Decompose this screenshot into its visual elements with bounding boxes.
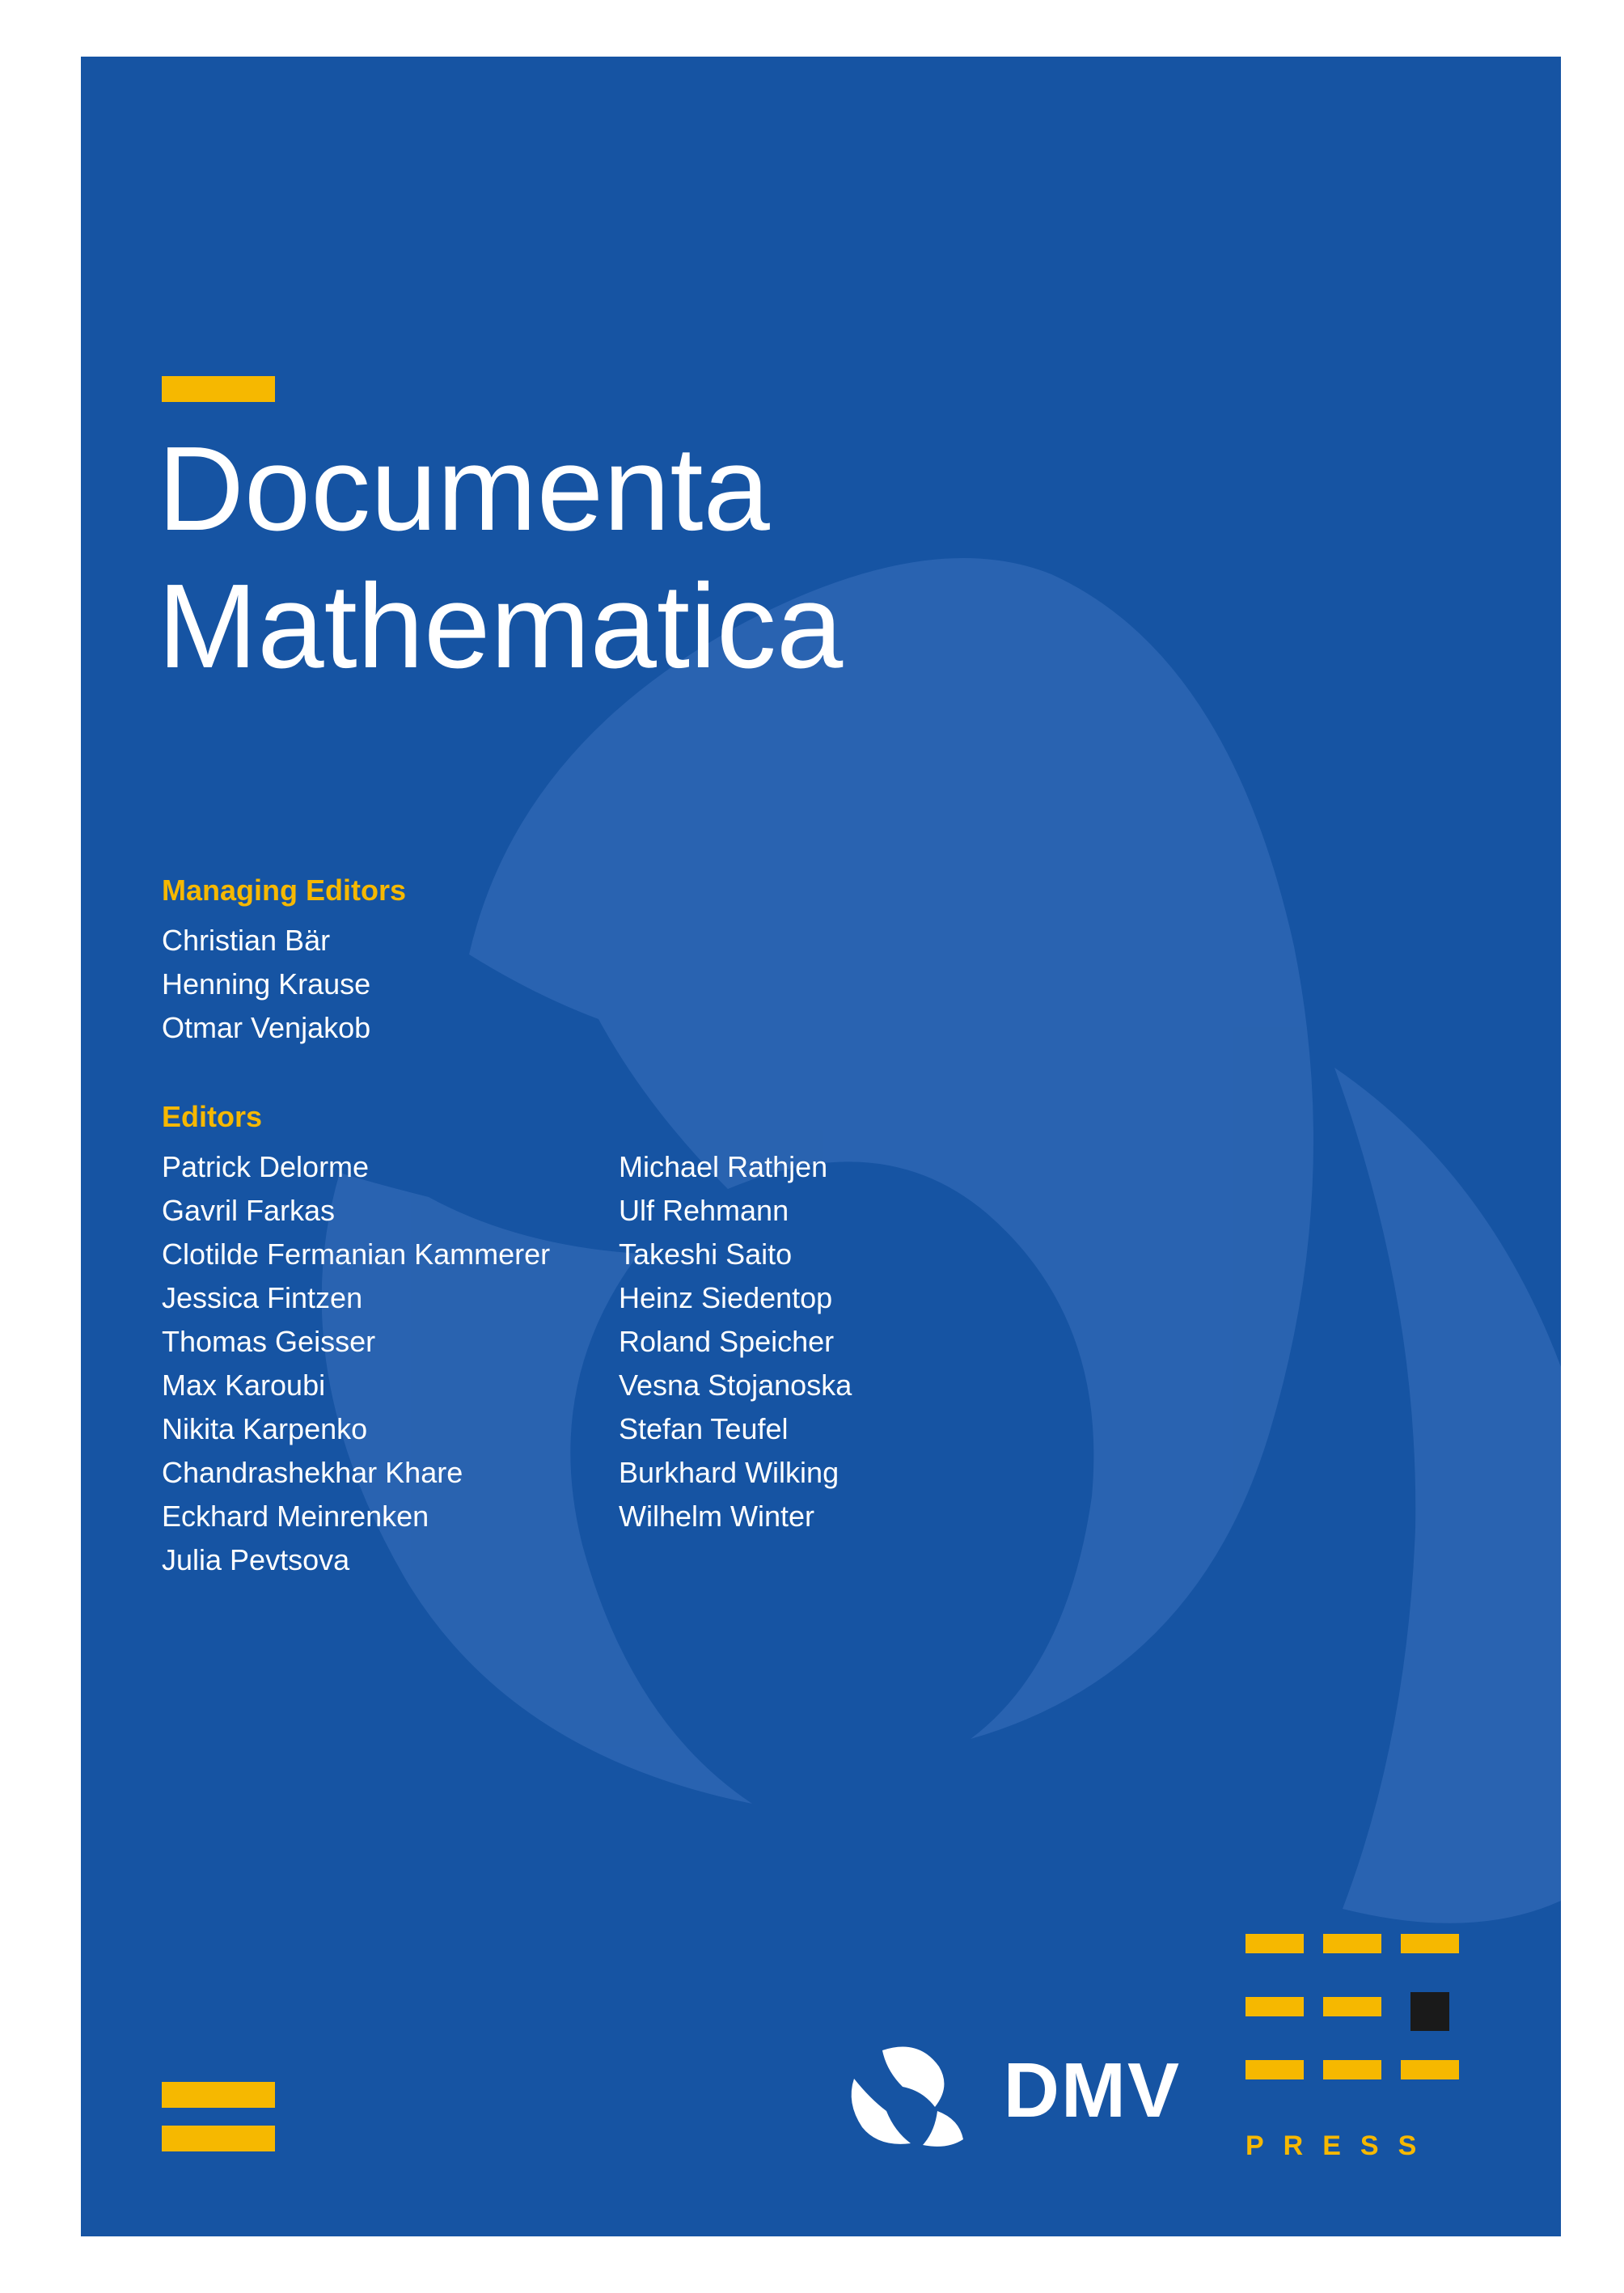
- editor-name: Vesna Stojanoska: [619, 1364, 1039, 1407]
- editor-name: Burkhard Wilking: [619, 1451, 1039, 1495]
- editor-name: Patrick Delorme: [162, 1145, 582, 1189]
- editor-name: Eckhard Meinrenken: [162, 1495, 582, 1538]
- dmv-mark-icon: [842, 2030, 979, 2151]
- accent-bars-bottom: [162, 2082, 275, 2151]
- dmv-text: DMV: [1004, 2046, 1181, 2135]
- editor-name: Takeshi Saito: [619, 1233, 1039, 1276]
- editor-name: Ulf Rehmann: [619, 1189, 1039, 1233]
- managing-editors-section: Managing Editors Christian Bär Henning K…: [162, 874, 406, 1050]
- editors-column-1: Patrick Delorme Gavril Farkas Clotilde F…: [162, 1145, 582, 1582]
- editor-name: Roland Speicher: [619, 1320, 1039, 1364]
- dmv-logo: DMV: [842, 2030, 1181, 2151]
- title-line-2: Mathematica: [158, 558, 843, 696]
- ems-press-text: PRESS: [1245, 2130, 1488, 2162]
- accent-bar: [162, 2082, 275, 2108]
- managing-editors-list: Christian Bär Henning Krause Otmar Venja…: [162, 919, 406, 1050]
- editors-columns: Patrick Delorme Gavril Farkas Clotilde F…: [162, 1145, 1039, 1582]
- ems-press-logo: PRESS: [1245, 1934, 1488, 2162]
- editor-name: Michael Rathjen: [619, 1145, 1039, 1189]
- editor-name: Heinz Siedentop: [619, 1276, 1039, 1320]
- editor-name: Clotilde Fermanian Kammerer: [162, 1233, 582, 1276]
- editor-name: Otmar Venjakob: [162, 1006, 406, 1050]
- editors-section: Editors Patrick Delorme Gavril Farkas Cl…: [162, 1100, 1039, 1582]
- managing-editors-heading: Managing Editors: [162, 874, 406, 907]
- editor-name: Julia Pevtsova: [162, 1538, 582, 1582]
- editor-name: Christian Bär: [162, 919, 406, 962]
- accent-bar-top: [162, 376, 275, 402]
- editor-name: Nikita Karpenko: [162, 1407, 582, 1451]
- accent-bar: [162, 2126, 275, 2151]
- editors-heading: Editors: [162, 1100, 1039, 1134]
- editor-name: Chandrashekhar Khare: [162, 1451, 582, 1495]
- editor-name: Thomas Geisser: [162, 1320, 582, 1364]
- ems-mark-icon: [1245, 1934, 1472, 2112]
- editor-name: Wilhelm Winter: [619, 1495, 1039, 1538]
- editors-column-2: Michael Rathjen Ulf Rehmann Takeshi Sait…: [619, 1145, 1039, 1582]
- editor-name: Henning Krause: [162, 962, 406, 1006]
- editor-name: Gavril Farkas: [162, 1189, 582, 1233]
- editor-name: Max Karoubi: [162, 1364, 582, 1407]
- editor-name: Stefan Teufel: [619, 1407, 1039, 1451]
- editor-name: Jessica Fintzen: [162, 1276, 582, 1320]
- title-line-1: Documenta: [158, 421, 843, 558]
- journal-title: Documenta Mathematica: [158, 421, 843, 696]
- journal-cover: Documenta Mathematica Managing Editors C…: [81, 57, 1561, 2236]
